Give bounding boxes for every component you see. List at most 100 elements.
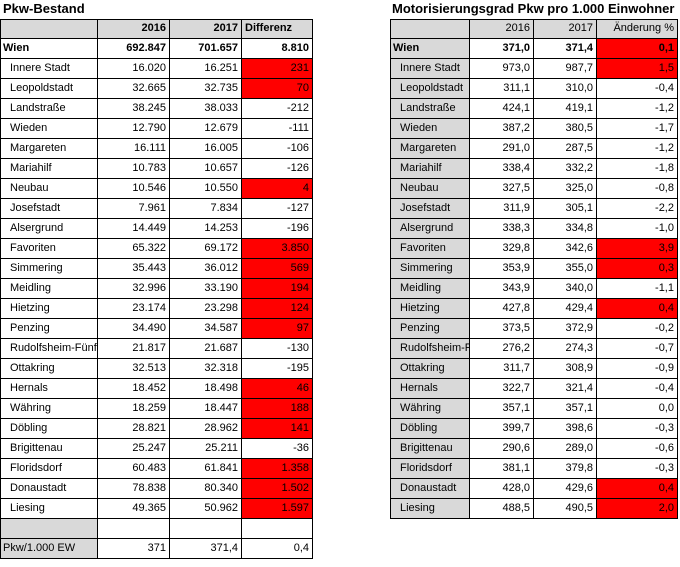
cell: 97: [242, 319, 313, 339]
cell: 25.211: [170, 439, 242, 459]
row-label: Alsergrund: [0, 219, 98, 239]
row-label: Hietzing: [390, 299, 470, 319]
cell: -106: [242, 139, 313, 159]
row-label: Mariahilf: [0, 159, 98, 179]
row-label: Josefstadt: [390, 199, 470, 219]
cell: 381,1: [470, 459, 534, 479]
cell: 274,3: [534, 339, 597, 359]
cell: 16.111: [98, 139, 170, 159]
cell: 1.358: [242, 459, 313, 479]
cell: 46: [242, 379, 313, 399]
cell: 188: [242, 399, 313, 419]
cell: -0,4: [597, 79, 678, 99]
header-cell: 2016: [470, 19, 534, 39]
row-label: Meidling: [390, 279, 470, 299]
cell: 379,8: [534, 459, 597, 479]
cell: -212: [242, 99, 313, 119]
row-label: Wieden: [0, 119, 98, 139]
cell: 429,6: [534, 479, 597, 499]
row-label: Döbling: [390, 419, 470, 439]
cell: 65.322: [98, 239, 170, 259]
header-cell: [0, 19, 98, 39]
cell: 308,9: [534, 359, 597, 379]
cell: 38.245: [98, 99, 170, 119]
cell: 338,3: [470, 219, 534, 239]
row-label: Währing: [390, 399, 470, 419]
cell: -0,2: [597, 319, 678, 339]
row-label: Simmering: [0, 259, 98, 279]
cell: 7.834: [170, 199, 242, 219]
cell: 32.996: [98, 279, 170, 299]
cell: 61.841: [170, 459, 242, 479]
row-label: Ottakring: [390, 359, 470, 379]
header-cell: Differenz: [242, 19, 313, 39]
cell: 49.365: [98, 499, 170, 519]
cell: 322,7: [470, 379, 534, 399]
cell: 32.735: [170, 79, 242, 99]
cell: -127: [242, 199, 313, 219]
cell: -1,0: [597, 219, 678, 239]
cell: 357,1: [534, 399, 597, 419]
cell: 329,8: [470, 239, 534, 259]
row-label: Josefstadt: [0, 199, 98, 219]
row-label: Margareten: [390, 139, 470, 159]
cell: 38.033: [170, 99, 242, 119]
cell: 18.447: [170, 399, 242, 419]
empty-cell: [0, 519, 98, 539]
cell: 0,3: [597, 259, 678, 279]
cell: 34.587: [170, 319, 242, 339]
table-title: Motorisierungsgrad Pkw pro 1.000 Einwohn…: [392, 1, 675, 16]
row-label: Brigittenau: [390, 439, 470, 459]
cell: -195: [242, 359, 313, 379]
cell: 428,0: [470, 479, 534, 499]
cell: 338,4: [470, 159, 534, 179]
cell: 490,5: [534, 499, 597, 519]
cell: 321,4: [534, 379, 597, 399]
cell: -0,8: [597, 179, 678, 199]
cell: -130: [242, 339, 313, 359]
cell: 18.498: [170, 379, 242, 399]
row-label: Neubau: [390, 179, 470, 199]
cell: 334,8: [534, 219, 597, 239]
cell: -1,7: [597, 119, 678, 139]
cell: 399,7: [470, 419, 534, 439]
cell: 311,1: [470, 79, 534, 99]
cell: 21.687: [170, 339, 242, 359]
cell: 35.443: [98, 259, 170, 279]
cell: 973,0: [470, 59, 534, 79]
cell: 0,1: [597, 39, 678, 59]
row-label: Ottakring: [0, 359, 98, 379]
cell: 0,4: [242, 539, 313, 559]
cell: 32.665: [98, 79, 170, 99]
cell: -0,6: [597, 439, 678, 459]
row-label: Rudolfsheim-Fünf: [0, 339, 98, 359]
row-label: Penzing: [0, 319, 98, 339]
row-label: Innere Stadt: [0, 59, 98, 79]
row-label: Floridsdorf: [0, 459, 98, 479]
empty-cell: [98, 519, 170, 539]
cell: 8.810: [242, 39, 313, 59]
cell: 10.546: [98, 179, 170, 199]
cell: 124: [242, 299, 313, 319]
row-label: Hernals: [390, 379, 470, 399]
cell: 23.174: [98, 299, 170, 319]
header-cell: [390, 19, 470, 39]
row-label: Meidling: [0, 279, 98, 299]
cell: 32.513: [98, 359, 170, 379]
cell: 34.490: [98, 319, 170, 339]
cell: 21.817: [98, 339, 170, 359]
cell: 16.005: [170, 139, 242, 159]
cell: 332,2: [534, 159, 597, 179]
cell: 3.850: [242, 239, 313, 259]
row-label: Leopoldstadt: [0, 79, 98, 99]
row-label: Penzing: [390, 319, 470, 339]
cell: 16.251: [170, 59, 242, 79]
cell: -0,9: [597, 359, 678, 379]
row-label: Landstraße: [0, 99, 98, 119]
cell: 18.452: [98, 379, 170, 399]
row-label: Neubau: [0, 179, 98, 199]
cell: 28.962: [170, 419, 242, 439]
cell: 311,7: [470, 359, 534, 379]
cell: 69.172: [170, 239, 242, 259]
cell: 325,0: [534, 179, 597, 199]
